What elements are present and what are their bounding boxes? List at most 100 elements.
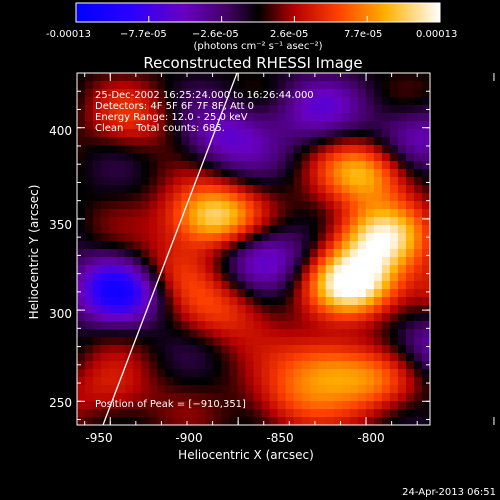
heatmap-cell: [381, 289, 391, 298]
heatmap-cell: [421, 401, 430, 410]
heatmap-cell: [333, 329, 343, 338]
heatmap-cell: [245, 257, 255, 266]
heatmap-cell: [101, 161, 110, 170]
heatmap-cell: [349, 377, 359, 386]
heatmap-cell: [293, 305, 303, 314]
heatmap-cell: [285, 409, 295, 418]
heatmap-cell: [221, 273, 231, 282]
heatmap-cell: [125, 89, 134, 98]
heatmap-cell: [317, 401, 327, 410]
heatmap-cell: [125, 257, 134, 266]
heatmap-cell: [309, 249, 319, 258]
heatmap-cell: [173, 385, 182, 394]
heatmap-cell: [357, 161, 367, 170]
heatmap-cell: [173, 417, 182, 425]
heatmap-cell: [197, 169, 206, 178]
heatmap-cell: [285, 329, 295, 338]
heatmap-cell: [245, 313, 255, 322]
heatmap-cell: [253, 417, 263, 425]
heatmap-cell: [349, 321, 359, 330]
heatmap-cell: [173, 257, 182, 266]
heatmap-cell: [245, 329, 255, 338]
heatmap-cell: [109, 289, 118, 298]
heatmap-cell: [253, 401, 263, 410]
heatmap-cell: [381, 129, 391, 138]
heatmap-cell: [325, 193, 335, 202]
heatmap-cell: [381, 385, 391, 394]
heatmap-cell: [365, 249, 375, 258]
heatmap-cell: [341, 73, 351, 82]
heatmap-cell: [141, 121, 150, 130]
heatmap-cell: [173, 345, 182, 354]
heatmap-cell: [109, 385, 118, 394]
heatmap-cell: [149, 369, 158, 378]
heatmap-cell: [213, 169, 223, 178]
heatmap-cell: [261, 305, 271, 314]
heatmap-cell: [285, 417, 295, 425]
heatmap-cell: [277, 305, 287, 314]
heatmap-cell: [229, 281, 239, 290]
heatmap-cell: [237, 353, 247, 362]
heatmap-cell: [317, 169, 327, 178]
heatmap-cell: [157, 393, 166, 402]
heatmap-cell: [397, 417, 407, 425]
heatmap-cell: [373, 145, 383, 154]
heatmap-cell: [421, 409, 430, 418]
heatmap-cell: [341, 201, 351, 210]
heatmap-cell: [253, 217, 263, 226]
heatmap-cell: [421, 265, 430, 274]
heatmap-cell: [317, 177, 327, 186]
heatmap-cell: [333, 273, 343, 282]
heatmap-cell: [165, 353, 174, 362]
heatmap-cell: [341, 329, 351, 338]
heatmap-cell: [93, 385, 102, 394]
heatmap-cell: [389, 153, 399, 162]
heatmap-cell: [389, 337, 399, 346]
heatmap-cell: [293, 289, 303, 298]
heatmap-cell: [277, 153, 287, 162]
heatmap-cell: [125, 417, 134, 425]
heatmap-cell: [421, 73, 430, 82]
heatmap-cell: [349, 201, 359, 210]
heatmap-cell: [285, 257, 295, 266]
heatmap-cell: [341, 409, 351, 418]
heatmap-cell: [365, 241, 375, 250]
heatmap-cell: [341, 353, 351, 362]
heatmap-cell: [237, 97, 247, 106]
heatmap-cell: [253, 201, 263, 210]
heatmap-cell: [125, 193, 134, 202]
heatmap-cell: [149, 185, 158, 194]
heatmap-cell: [357, 233, 367, 242]
heatmap-cell: [325, 89, 335, 98]
heatmap-cell: [205, 417, 214, 425]
heatmap-cell: [101, 265, 110, 274]
heatmap-cell: [309, 153, 319, 162]
heatmap-cell: [125, 409, 134, 418]
heatmap-cell: [389, 305, 399, 314]
heatmap-cell: [245, 249, 255, 258]
heatmap-cell: [229, 89, 239, 98]
heatmap-cell: [237, 281, 247, 290]
heatmap-cell: [125, 369, 134, 378]
heatmap-cell: [397, 345, 407, 354]
heatmap-cell: [381, 113, 391, 122]
heatmap-cell: [309, 385, 319, 394]
heatmap-cell: [101, 289, 110, 298]
heatmap-cell: [341, 177, 351, 186]
heatmap-cell: [285, 153, 295, 162]
heatmap-cell: [389, 81, 399, 90]
heatmap-cell: [221, 281, 231, 290]
heatmap-cell: [133, 105, 142, 114]
heatmap-cell: [197, 369, 206, 378]
heatmap-cell: [93, 409, 102, 418]
heatmap-cell: [181, 329, 190, 338]
heatmap-cell: [301, 185, 311, 194]
heatmap-cell: [149, 105, 158, 114]
heatmap-cell: [333, 129, 343, 138]
heatmap-cell: [349, 353, 359, 362]
heatmap-cell: [197, 97, 206, 106]
heatmap-cell: [237, 409, 247, 418]
heatmap-cell: [341, 273, 351, 282]
heatmap-cell: [333, 393, 343, 402]
heatmap-cell: [133, 177, 142, 186]
